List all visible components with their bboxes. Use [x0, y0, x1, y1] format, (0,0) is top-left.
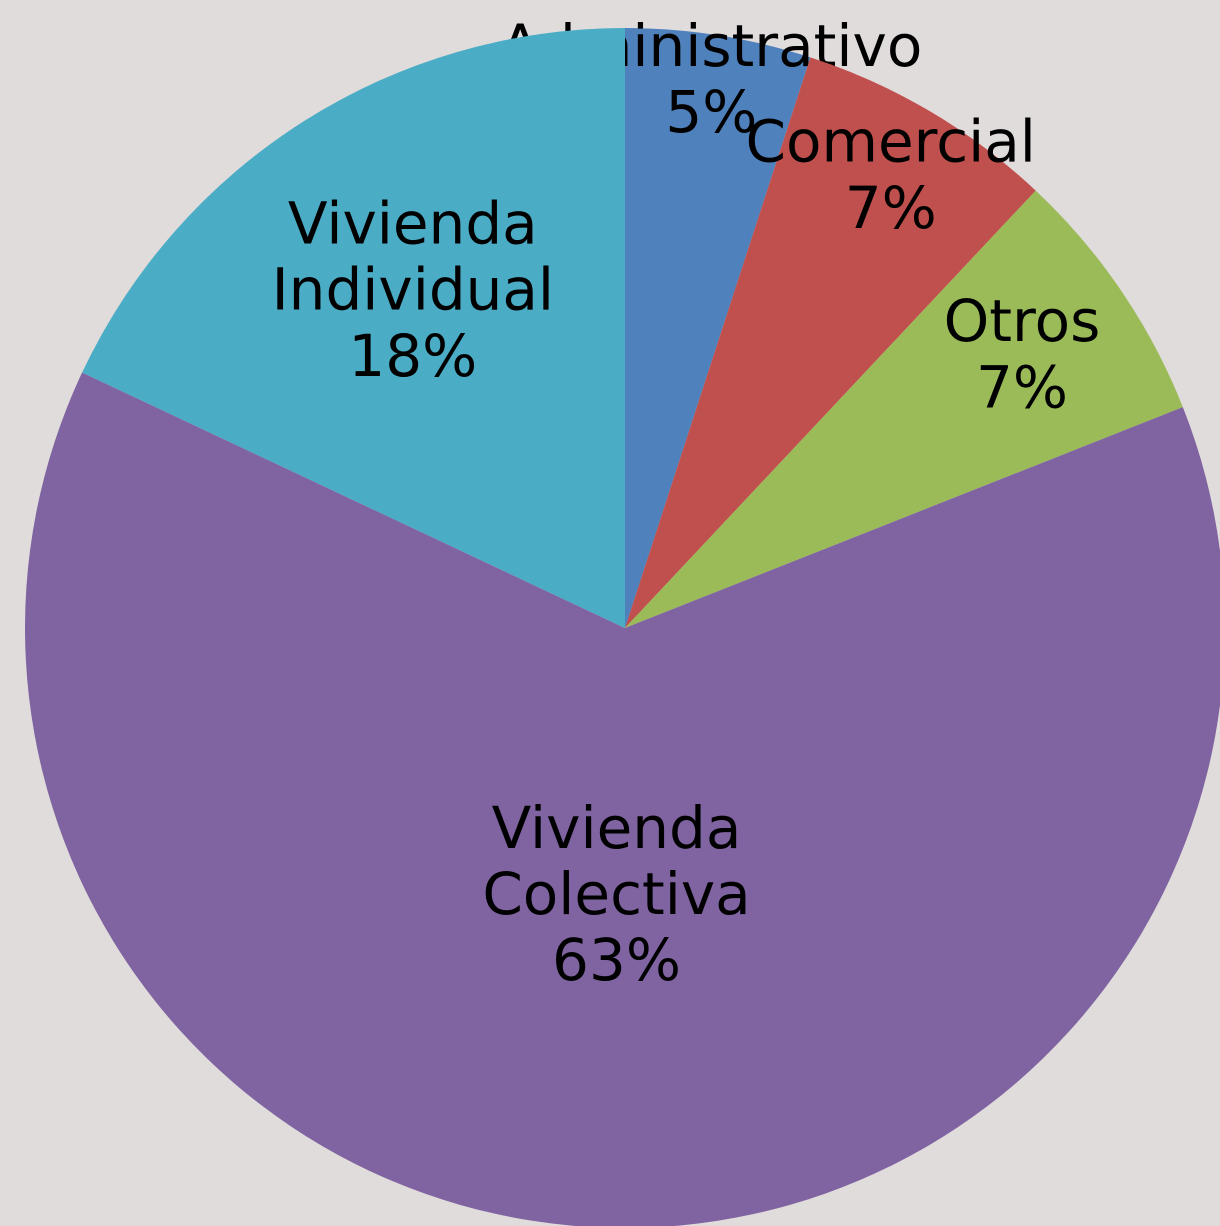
value-label: 63% [552, 926, 681, 994]
value-label: 5% [665, 78, 757, 146]
slice-label: Vivienda Colectiva [482, 794, 750, 928]
pie-slice [625, 190, 1183, 628]
value-label: 18% [348, 322, 477, 390]
pie-slice [25, 372, 1220, 1226]
value-label: 7% [976, 353, 1068, 421]
pie-slice [625, 28, 811, 628]
slice-label: Vivienda Individual [272, 190, 554, 324]
pie-slice [82, 27, 626, 628]
slice-label: Comercial [746, 108, 1036, 176]
value-label: 7% [845, 174, 937, 242]
slice-label: Otros [944, 287, 1101, 355]
pie-slice [625, 57, 1036, 628]
